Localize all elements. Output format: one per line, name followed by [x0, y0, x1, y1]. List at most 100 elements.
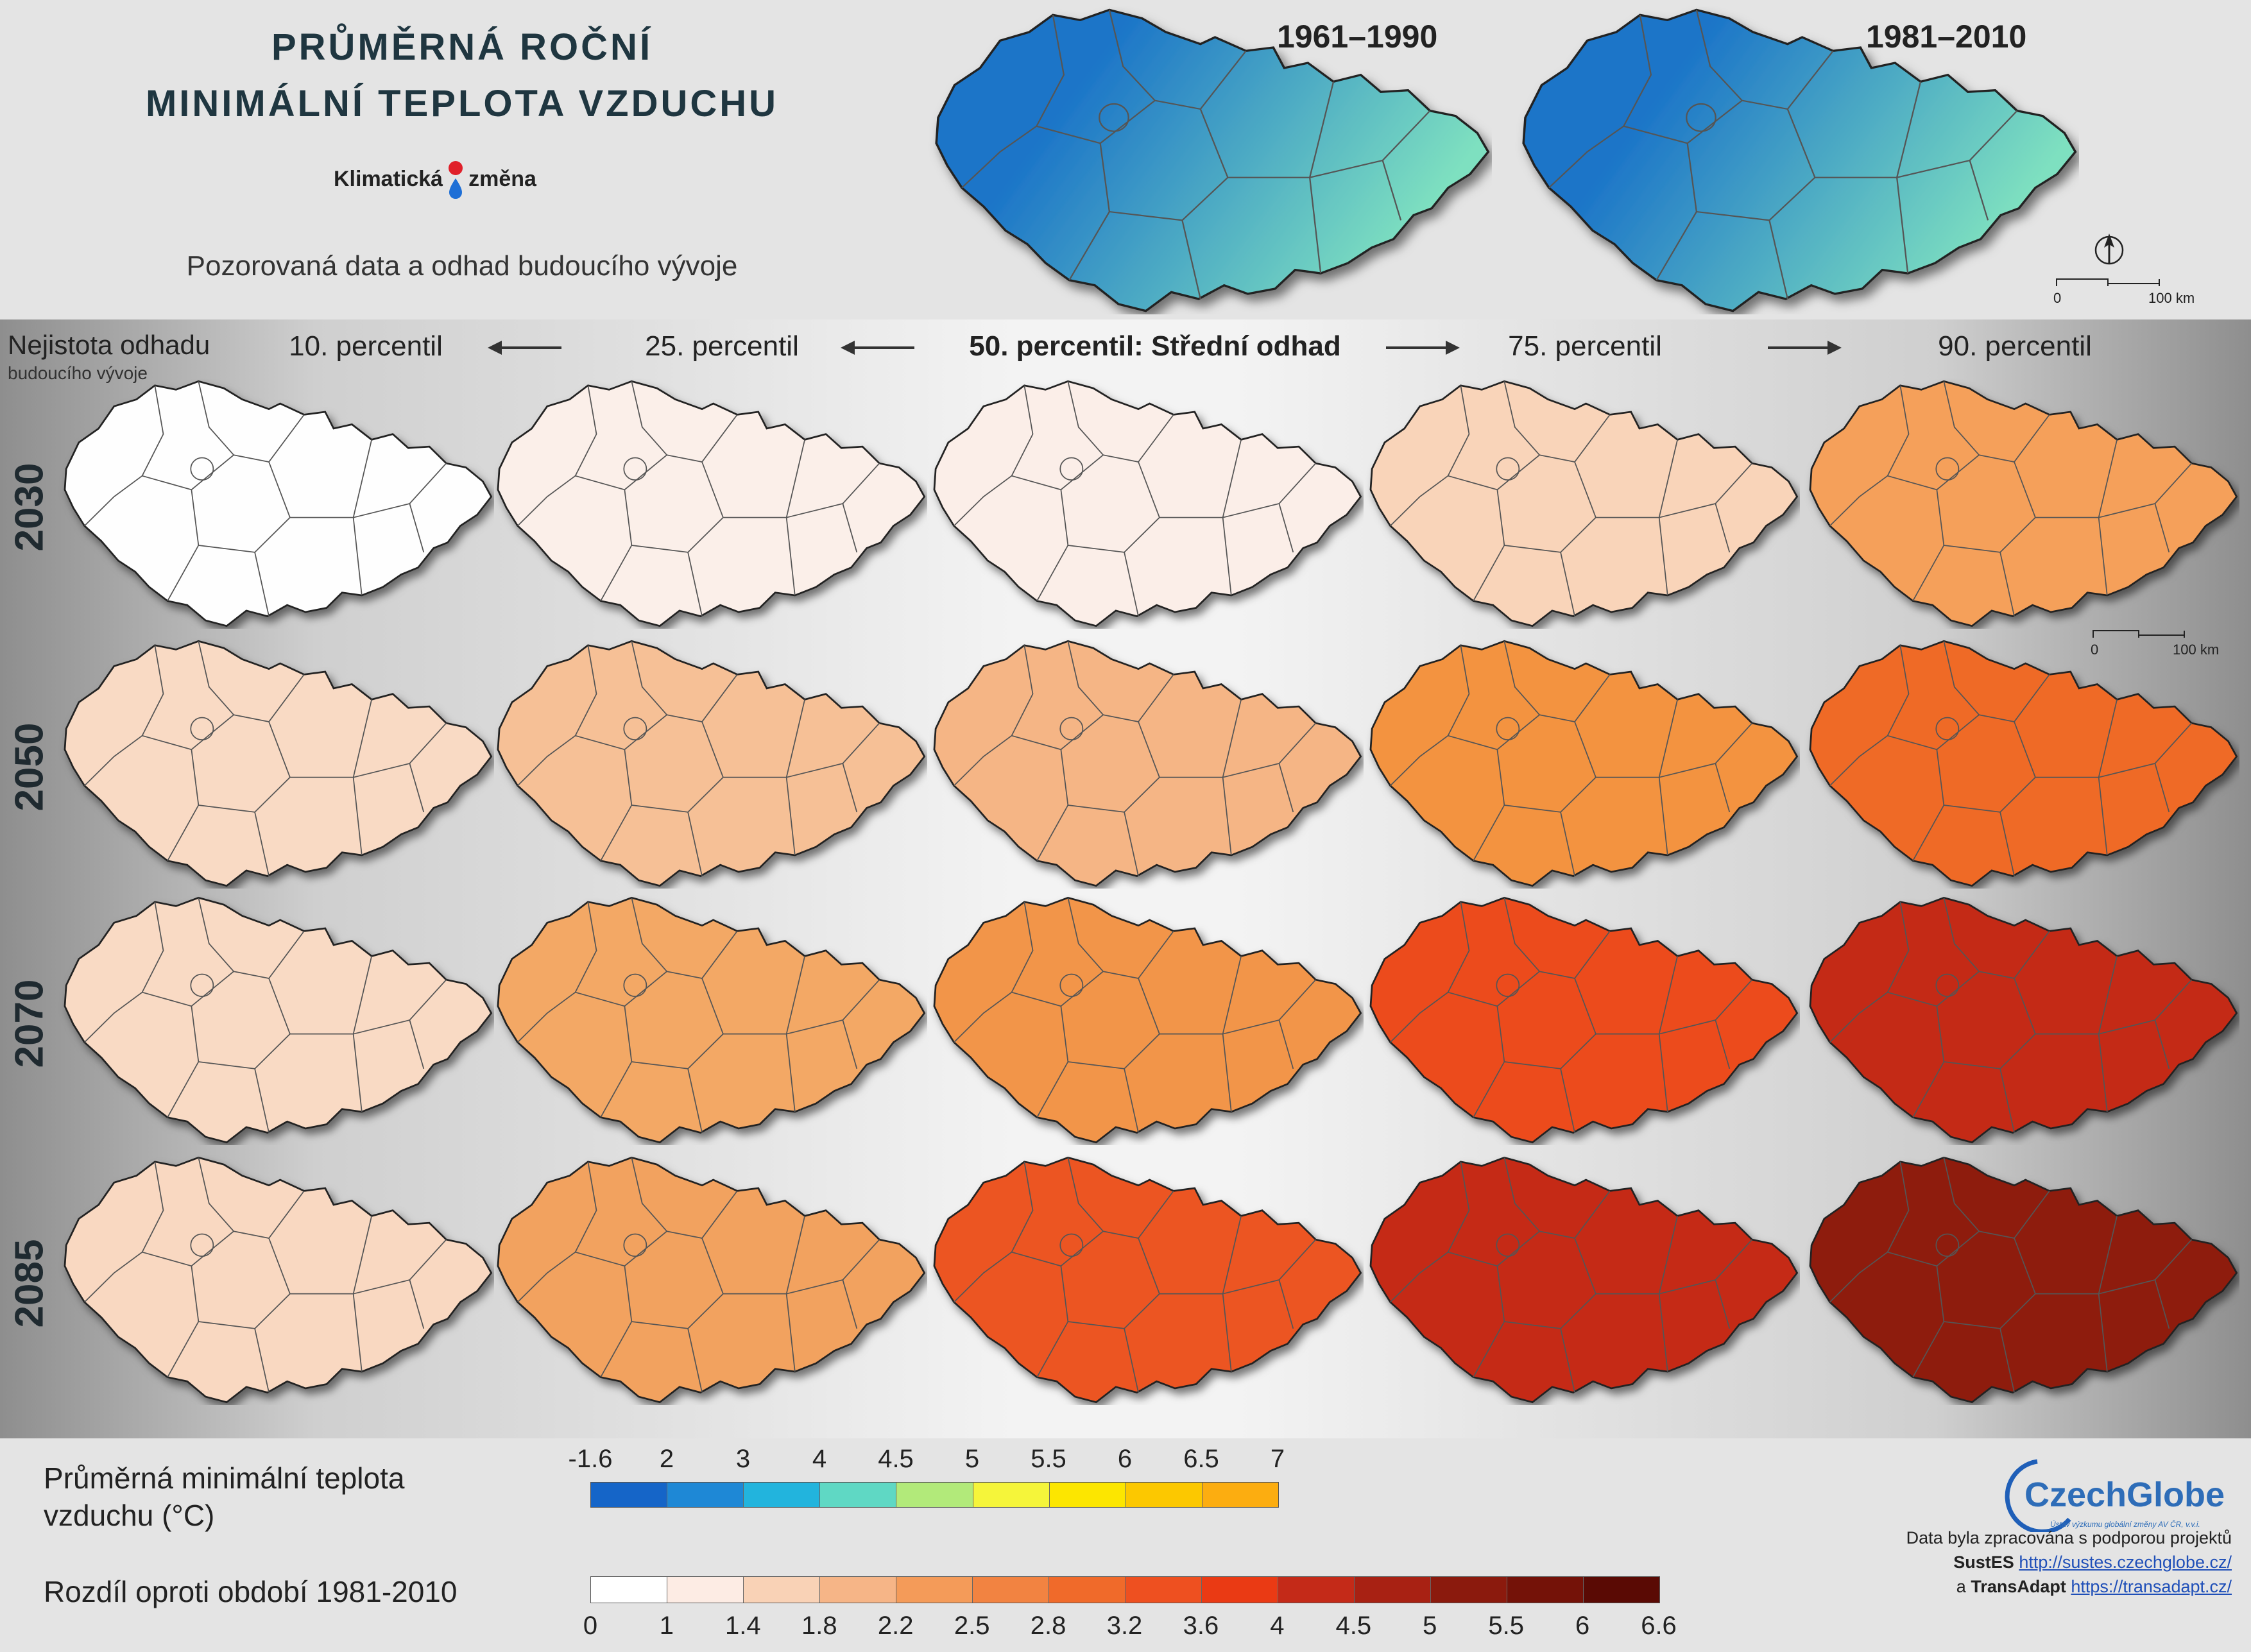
region-border: [352, 1034, 363, 1112]
legend-abs-ticks: -1.6 2 3 4 4.5 5 5.5 6 6.5 7: [0, 1445, 2251, 1477]
legend-diff-swatch-11: [1431, 1577, 1507, 1603]
region-border: [1503, 898, 1611, 979]
scale-zero: 0: [2053, 290, 2062, 306]
region-border: [2154, 1279, 2170, 1329]
region-border: [687, 552, 703, 617]
region-border: [1912, 749, 1945, 862]
region-border: [1999, 552, 2015, 617]
czech-map-shape: [1369, 380, 1799, 627]
region-border: [631, 461, 724, 553]
region-border: [289, 699, 373, 778]
prague-border: [1496, 457, 1520, 481]
legend-abs-tick: 5: [964, 1445, 980, 1473]
region-border: [198, 978, 291, 1069]
row-label-2050: 2050: [7, 722, 52, 811]
region-border: [1887, 454, 1980, 491]
period-1981-2010: 1981–2010: [1866, 19, 2027, 55]
column-header-p10: 10. percentil: [289, 330, 443, 362]
legend-abs-swatch-5: [973, 1483, 1050, 1507]
map-2030-col3: [927, 379, 1364, 629]
legend-diff-swatch-3: [820, 1577, 896, 1603]
region-border: [1768, 220, 1788, 300]
map-2085-col4: [1364, 1155, 1800, 1405]
region-border: [1067, 1157, 1174, 1239]
legend-abs-tick: -1.6: [568, 1445, 613, 1473]
czech-map-shape: [933, 640, 1362, 887]
region-border: [1067, 641, 1174, 722]
region-border: [1159, 699, 1242, 778]
region-border: [1068, 978, 1160, 1069]
region-border: [631, 641, 738, 722]
legend-abs-tick: 6.5: [1183, 1445, 1219, 1473]
region-border: [1503, 1157, 1611, 1239]
region-border: [1658, 517, 1668, 596]
region-border: [1473, 1006, 1505, 1118]
sustes-link[interactable]: http://sustes.czechglobe.cz/: [2019, 1553, 2232, 1572]
region-border: [1278, 503, 1294, 553]
region-border: [1390, 645, 1470, 787]
region-border: [198, 1238, 291, 1329]
region-border: [1560, 812, 1575, 876]
region-border: [1222, 1293, 1232, 1372]
period-1961-1990: 1961–1990: [1277, 19, 1438, 55]
map-2030-col2: [491, 379, 927, 629]
prague-border: [623, 1233, 647, 1257]
map-2085-col5: [1803, 1155, 2239, 1405]
legend-abs-label-line2: vzduchu (°C): [44, 1499, 215, 1532]
legend-abs-tick: 4.5: [878, 1445, 914, 1473]
transadapt-link[interactable]: https://transadapt.cz/: [2071, 1577, 2232, 1596]
region-border: [84, 645, 164, 787]
country-outline: [64, 380, 493, 627]
region-border: [1715, 763, 1731, 813]
czech-map-shape: [1522, 8, 2077, 312]
region-border: [2098, 1293, 2108, 1372]
subtitle: Pozorovaná data a odhad budoucího vývoje: [186, 250, 738, 282]
country-outline: [64, 640, 493, 887]
region-border: [1658, 1293, 1668, 1372]
country-outline: [935, 8, 1490, 312]
country-outline: [933, 1156, 1362, 1404]
legend-diff-swatch-1: [667, 1577, 744, 1603]
region-border: [198, 461, 291, 553]
region-border: [1222, 777, 1232, 856]
region-border: [687, 1328, 703, 1393]
legend-diff-swatch-13: [1584, 1577, 1659, 1603]
czech-map-shape: [1369, 640, 1799, 887]
region-border: [1390, 385, 1470, 527]
legend-diff-tick: 1.4: [725, 1612, 761, 1640]
country-outline: [1809, 640, 2238, 887]
prague-border: [623, 457, 647, 481]
region-border: [1944, 1238, 2036, 1329]
map-2050-col2: [491, 638, 927, 889]
region-border: [1829, 901, 1910, 1043]
region-border: [198, 721, 291, 813]
map-2050-col5: [1803, 638, 2239, 889]
country-outline: [497, 1156, 926, 1404]
map-2050-col3: [927, 638, 1364, 889]
prague-border: [1935, 717, 1960, 741]
region-border: [631, 1238, 724, 1329]
legend-diff-swatch-9: [1278, 1577, 1355, 1603]
region-border: [1382, 160, 1402, 221]
map-2085-col3: [927, 1155, 1364, 1405]
map-2070-col5: [1803, 895, 2239, 1145]
czech-map-shape: [1809, 1156, 2238, 1404]
title-line-2: MINIMÁLNÍ TEPLOTA VZDUCHU: [145, 83, 779, 124]
row-label-2030: 2030: [7, 463, 52, 551]
region-border: [2154, 1019, 2170, 1069]
region-border: [1943, 381, 2050, 463]
region-border: [289, 956, 373, 1035]
map-2085-col2: [491, 1155, 927, 1405]
country-outline: [1369, 380, 1799, 627]
region-border: [1124, 552, 1139, 617]
project-sustes: SustES: [1953, 1553, 2014, 1572]
region-border: [1124, 1068, 1139, 1133]
legend-diff-tick: 4.5: [1335, 1612, 1372, 1640]
region-border: [1503, 641, 1611, 722]
region-border: [1999, 1328, 2015, 1393]
region-border: [167, 1266, 200, 1378]
country-outline: [1809, 1156, 2238, 1404]
scale-km-grid: 100 km: [2173, 642, 2220, 658]
row-label-2070: 2070: [7, 979, 52, 1068]
legend-abs-label-line1: Průměrná minimální teplota: [44, 1461, 405, 1495]
